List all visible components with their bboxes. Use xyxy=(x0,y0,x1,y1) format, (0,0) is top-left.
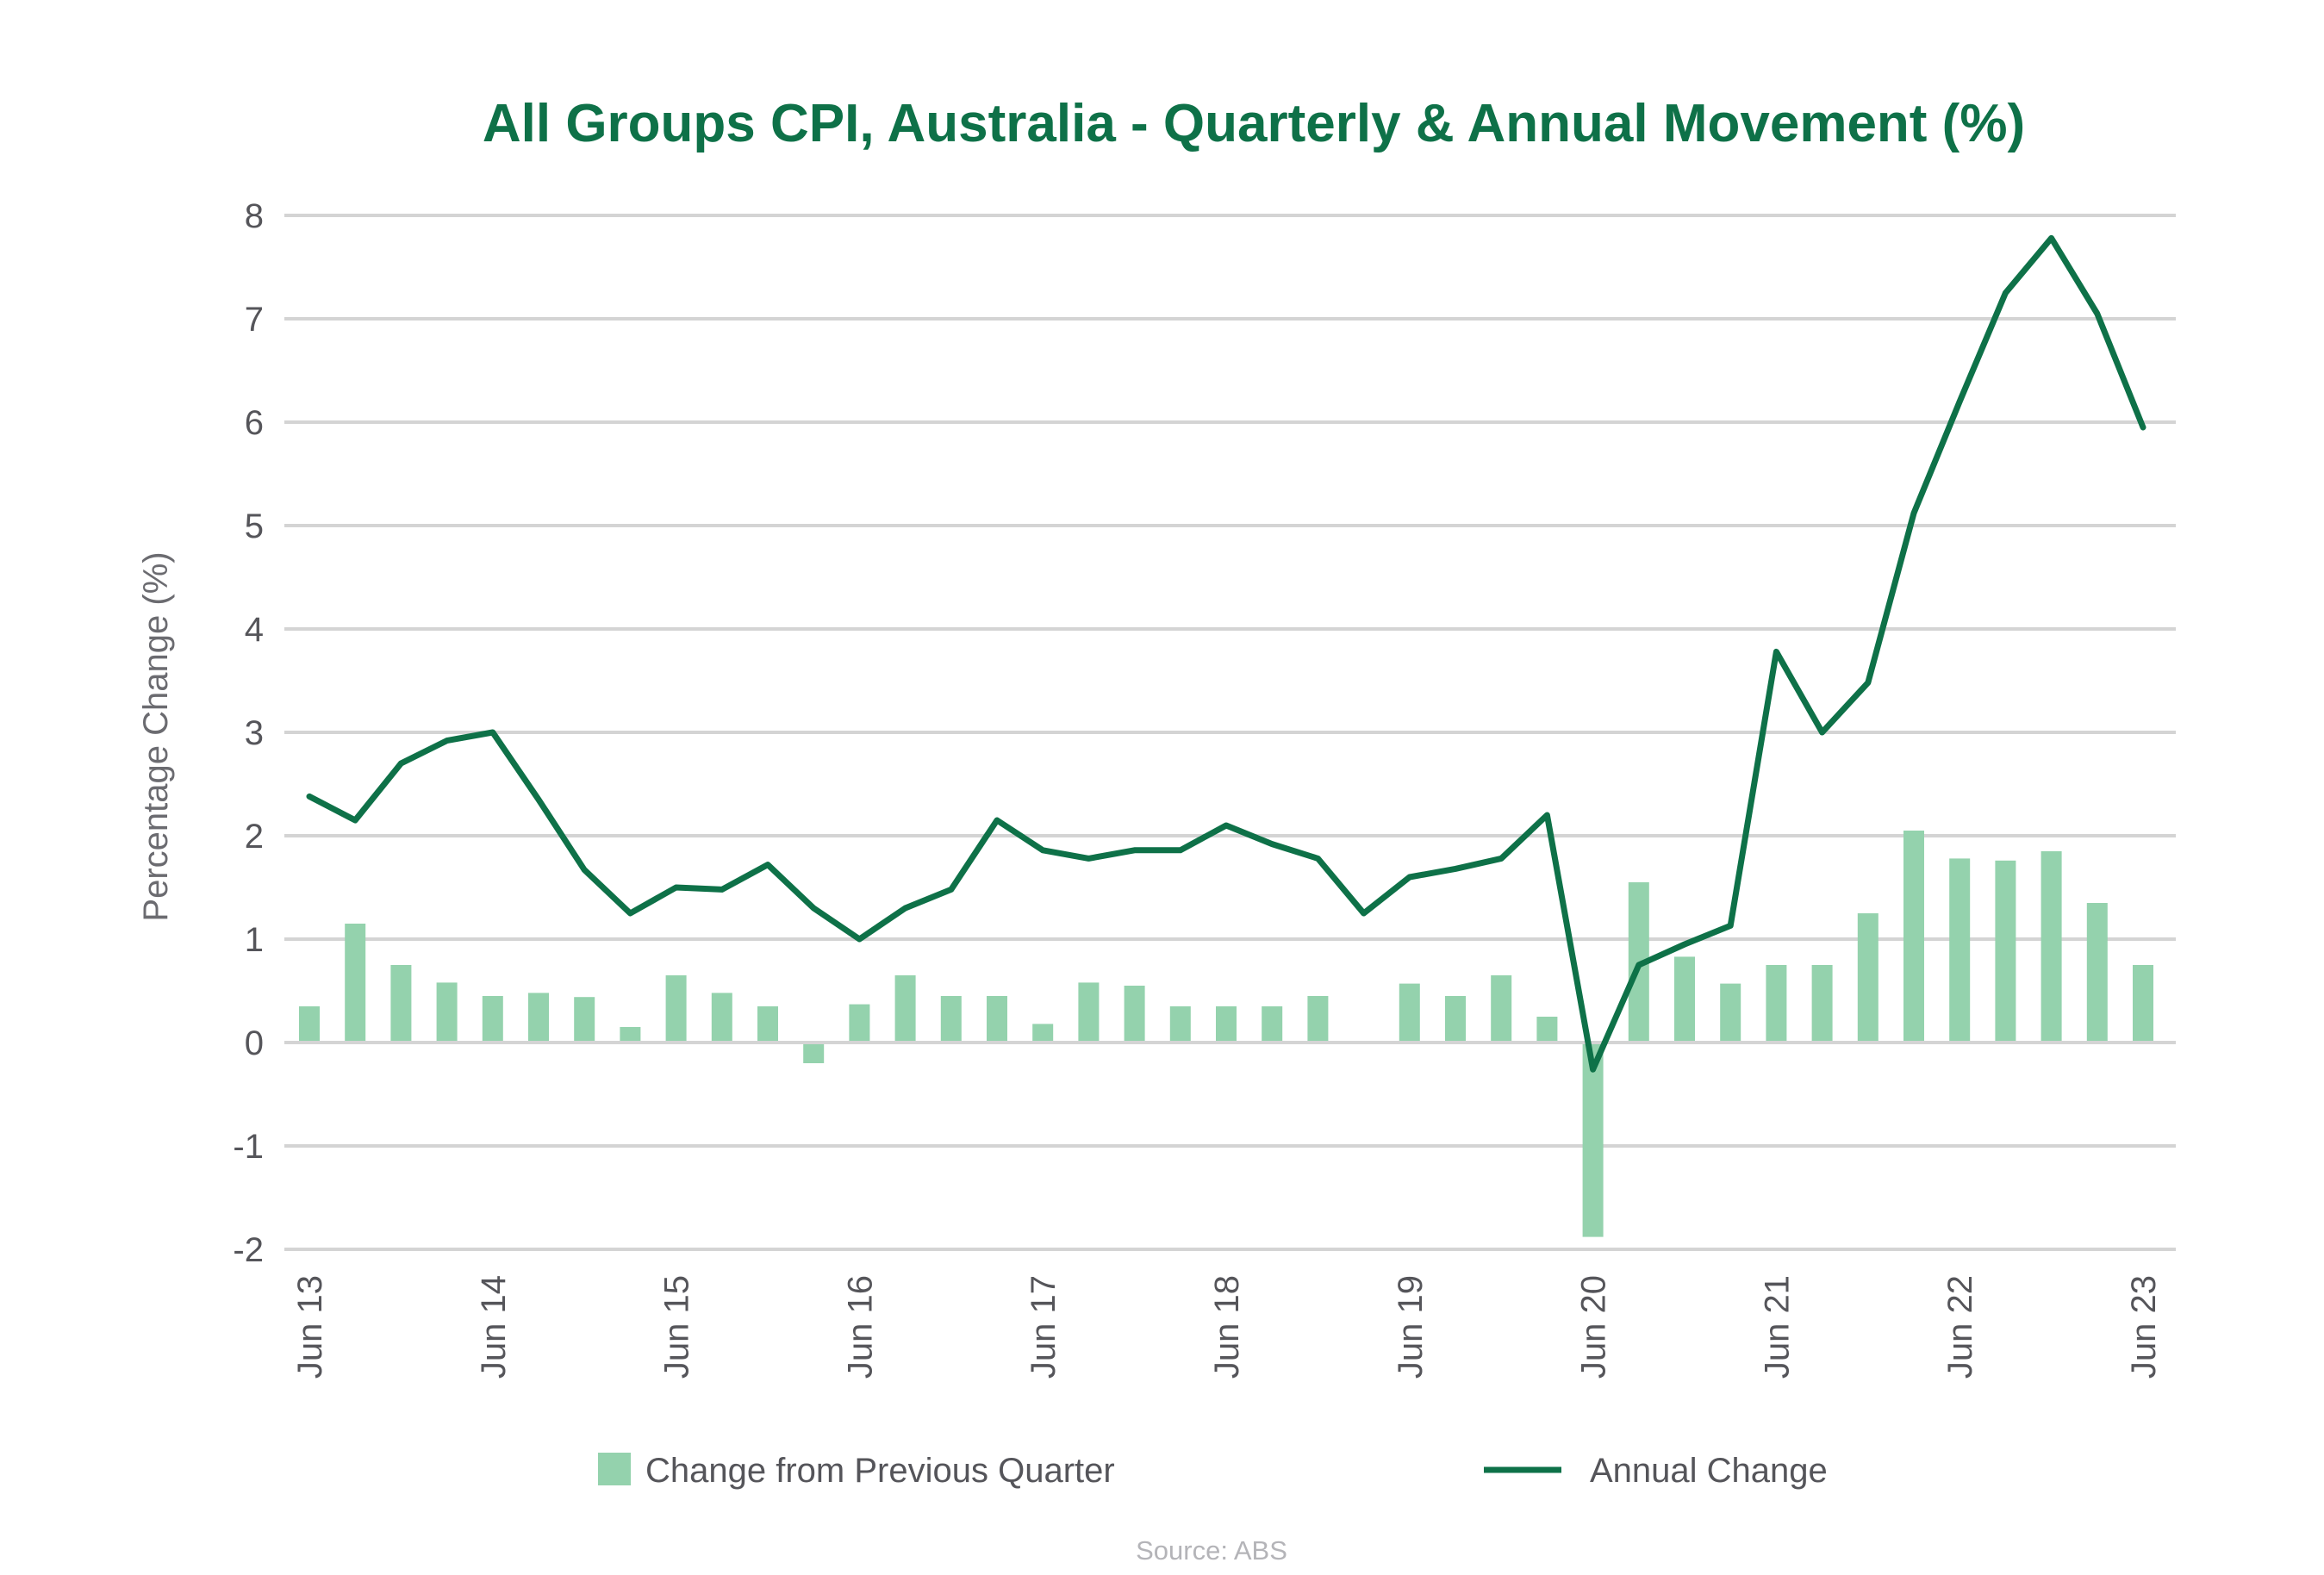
quarterly-bar xyxy=(2133,965,2153,1043)
gridlines xyxy=(284,214,2176,1251)
quarterly-bar xyxy=(574,997,595,1043)
annual-change-line xyxy=(306,234,2146,1073)
legend: Change from Previous Quarter Annual Chan… xyxy=(598,1452,1828,1490)
quarterly-bar xyxy=(1491,975,1512,1043)
quarterly-bar xyxy=(1169,1006,1191,1043)
x-tick-label: Jun 14 xyxy=(475,1275,513,1379)
quarterly-bars xyxy=(299,831,2153,1237)
x-tick-label: Jun 17 xyxy=(1025,1275,1062,1379)
y-tick-label: 3 xyxy=(245,714,264,752)
quarterly-bar xyxy=(345,924,366,1043)
quarterly-bar xyxy=(1078,982,1100,1043)
y-tick-label: 2 xyxy=(245,818,264,856)
quarterly-bar xyxy=(2041,851,2062,1043)
quarterly-bar xyxy=(1766,965,1787,1043)
y-tick-label: 8 xyxy=(245,197,264,235)
y-tick-label: 1 xyxy=(245,921,264,959)
legend-swatch-quarterly xyxy=(598,1453,631,1485)
x-tick-labels: Jun 13 Jun 14 Jun 15 Jun 16 Jun 17 Jun 18 Jun … xyxy=(291,1275,2163,1379)
x-tick-label: Jun 22 xyxy=(1941,1275,1979,1379)
quarterly-bar xyxy=(482,996,503,1043)
x-tick-label: Jun 20 xyxy=(1575,1275,1613,1379)
quarterly-bar xyxy=(1903,831,1924,1043)
quarterly-bar xyxy=(299,1006,320,1043)
quarterly-bar xyxy=(1307,996,1329,1043)
x-tick-label: Jun 16 xyxy=(841,1275,879,1379)
quarterly-bar xyxy=(1720,983,1741,1043)
quarterly-bar xyxy=(1216,1006,1237,1043)
y-tick-label: -1 xyxy=(233,1128,264,1166)
quarterly-bar xyxy=(711,993,732,1043)
quarterly-bar xyxy=(1949,858,1971,1043)
quarterly-bar xyxy=(390,965,412,1043)
quarterly-bar xyxy=(2086,903,2108,1043)
quarterly-bar xyxy=(1262,1006,1283,1043)
x-tick-label: Jun 13 xyxy=(291,1275,329,1379)
quarterly-bar xyxy=(665,975,687,1043)
quarterly-bar xyxy=(1536,1017,1558,1043)
source-note: Source: ABS xyxy=(1136,1535,1287,1566)
quarterly-bar xyxy=(940,996,962,1043)
y-tick-label: 5 xyxy=(245,507,264,545)
quarterly-bar xyxy=(1124,986,1145,1043)
quarterly-bar xyxy=(1674,956,1695,1043)
quarterly-bar xyxy=(803,1043,825,1063)
y-tick-label: 0 xyxy=(245,1024,264,1062)
y-tick-label: 4 xyxy=(245,611,264,649)
y-tick-label: -2 xyxy=(233,1231,264,1269)
quarterly-bar xyxy=(1811,965,1833,1043)
y-tick-label: 6 xyxy=(245,404,264,442)
quarterly-bar xyxy=(987,996,1007,1043)
quarterly-bar xyxy=(1445,996,1466,1043)
annual-line-layer xyxy=(306,234,2146,1073)
legend-label-annual: Annual Change xyxy=(1590,1452,1828,1490)
quarterly-bar xyxy=(1399,983,1420,1043)
quarterly-bar xyxy=(849,1004,870,1043)
y-tick-label: 7 xyxy=(245,301,264,339)
quarterly-bar xyxy=(436,982,458,1043)
legend-label-quarterly: Change from Previous Quarter xyxy=(645,1452,1115,1490)
quarterly-bar xyxy=(620,1027,641,1043)
y-tick-labels: 8 7 6 5 4 3 2 1 0 -1 -2 xyxy=(233,197,264,1269)
chart-title: All Groups CPI, Australia - Quarterly & … xyxy=(483,94,2025,153)
quarterly-bar xyxy=(1032,1024,1054,1043)
quarterly-bar xyxy=(757,1006,778,1043)
x-tick-label: Jun 19 xyxy=(1392,1275,1430,1379)
quarterly-bar xyxy=(1995,860,2016,1043)
quarterly-bar xyxy=(1857,913,1879,1043)
quarterly-bar xyxy=(528,993,549,1043)
x-tick-label: Jun 18 xyxy=(1208,1275,1246,1379)
y-axis-label: Percentage Change (%) xyxy=(137,551,175,921)
x-tick-label: Jun 23 xyxy=(2125,1275,2163,1379)
quarterly-bar xyxy=(1582,1043,1604,1237)
x-tick-label: Jun 15 xyxy=(658,1275,696,1379)
quarterly-bar xyxy=(894,975,916,1043)
x-tick-label: Jun 21 xyxy=(1758,1275,1796,1379)
